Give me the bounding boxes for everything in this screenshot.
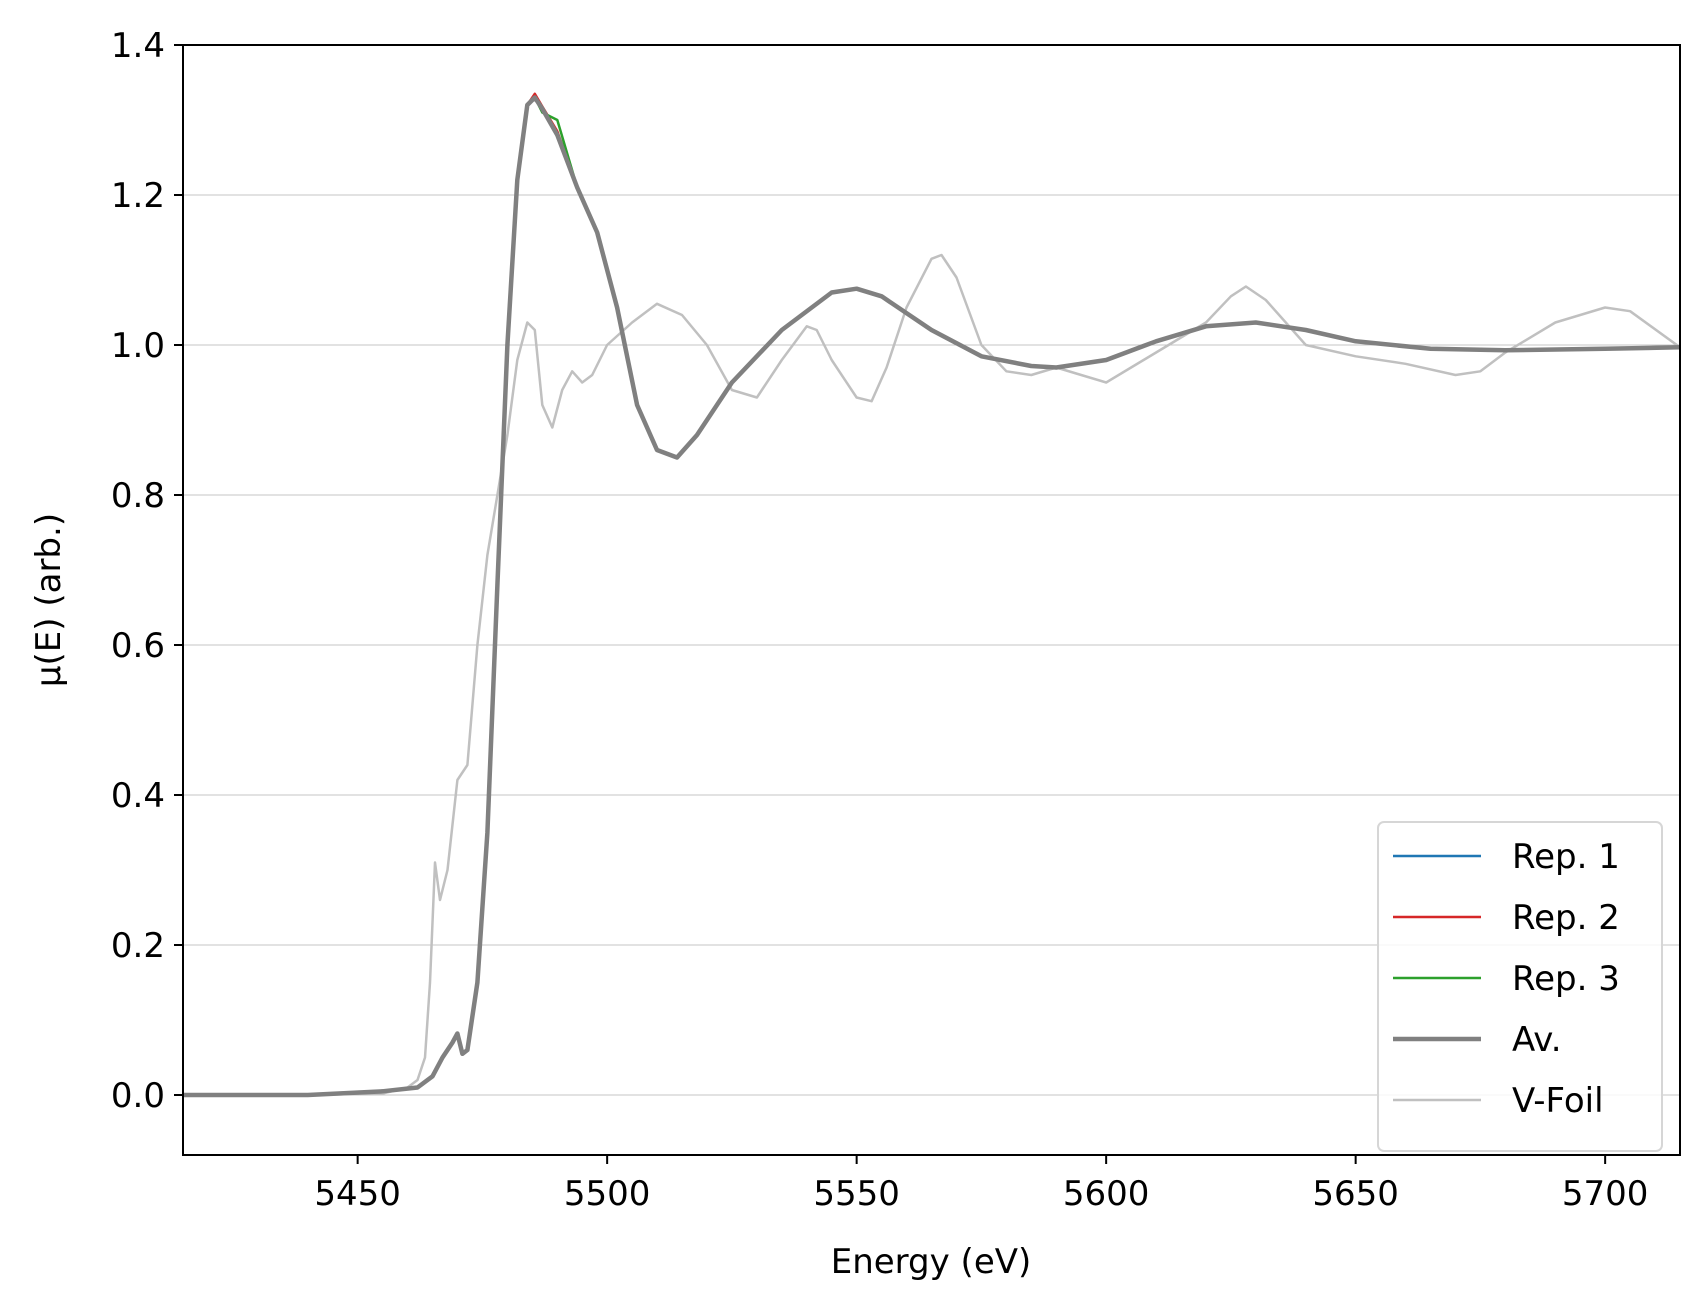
y-axis-label: μ(E) (arb.) xyxy=(29,513,69,687)
series-line-3 xyxy=(183,95,1680,1098)
plot-area xyxy=(183,92,1680,1098)
legend-label-1: Rep. 2 xyxy=(1512,898,1620,938)
y-tick-label-0: 0.0 xyxy=(111,1076,165,1116)
x-axis-label: Energy (eV) xyxy=(831,1242,1032,1282)
x-tick-label-2: 5550 xyxy=(813,1174,900,1214)
legend-label-0: Rep. 1 xyxy=(1512,837,1620,877)
legend-label-4: V-Foil xyxy=(1512,1081,1604,1121)
y-tick-label-6: 1.2 xyxy=(111,176,165,216)
legend-box xyxy=(1377,821,1663,1152)
x-tick-label-1: 5500 xyxy=(564,1174,651,1214)
legend: Rep. 1 Rep. 2 Rep. 3 Av. V-Foil xyxy=(1377,821,1663,1152)
x-tick-label-5: 5700 xyxy=(1562,1174,1649,1214)
y-tick-label-3: 0.6 xyxy=(111,626,165,666)
x-tick-label-3: 5600 xyxy=(1063,1174,1150,1214)
legend-label-3: Av. xyxy=(1512,1020,1562,1060)
legend-label-2: Rep. 3 xyxy=(1512,959,1620,999)
y-tick-label-2: 0.4 xyxy=(111,776,165,816)
y-axis: 0.0 0.2 0.4 0.6 0.8 1.0 1.2 1.4 xyxy=(111,26,183,1116)
x-tick-label-4: 5650 xyxy=(1312,1174,1399,1214)
plot-frame xyxy=(182,44,1681,1156)
y-tick-label-1: 0.2 xyxy=(111,926,165,966)
series-line-4 xyxy=(183,253,1680,1097)
y-tick-label-7: 1.4 xyxy=(111,26,165,66)
y-tick-label-4: 0.8 xyxy=(111,476,165,516)
x-tick-label-0: 5450 xyxy=(314,1174,401,1214)
x-axis: 5450 5500 5550 5600 5650 5700 xyxy=(314,1155,1648,1214)
y-tick-label-5: 1.0 xyxy=(111,326,165,366)
